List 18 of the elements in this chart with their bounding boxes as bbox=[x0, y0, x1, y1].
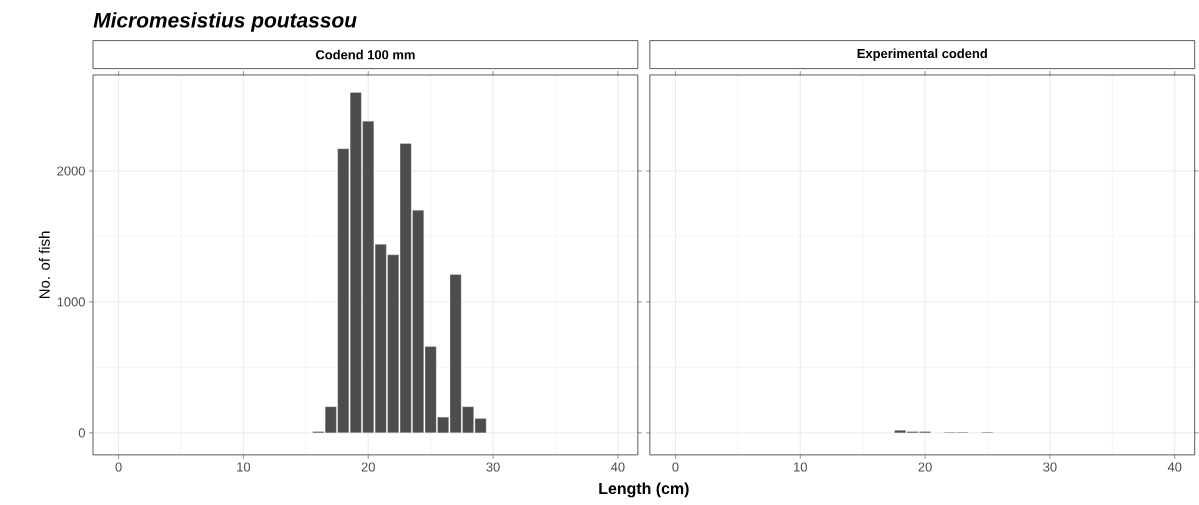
x-tick-label: 40 bbox=[610, 462, 625, 472]
x-tick-label: 20 bbox=[361, 462, 375, 472]
y-tick-label: 1000 bbox=[57, 297, 85, 307]
x-tick-label: 30 bbox=[1043, 462, 1057, 472]
chart-subtitle: Experimental codend bbox=[857, 48, 987, 61]
chart-title: Micromesistius poutassou bbox=[93, 12, 357, 32]
y-tick-label: 0 bbox=[78, 428, 85, 438]
x-tick-label: 0 bbox=[115, 462, 122, 472]
x-tick-label: 10 bbox=[794, 462, 807, 472]
y-tick-label: 2000 bbox=[57, 166, 85, 176]
x-axis-title: Length (cm) bbox=[599, 482, 689, 498]
x-tick-label: 40 bbox=[1167, 462, 1182, 472]
x-tick-label: 10 bbox=[237, 462, 251, 472]
x-tick-label: 0 bbox=[672, 462, 679, 472]
y-axis-title: No. of fish bbox=[38, 231, 50, 299]
x-tick-label: 30 bbox=[486, 462, 500, 472]
chart-subtitle: Codend 100 mm bbox=[315, 49, 415, 60]
x-tick-label: 20 bbox=[918, 462, 932, 472]
